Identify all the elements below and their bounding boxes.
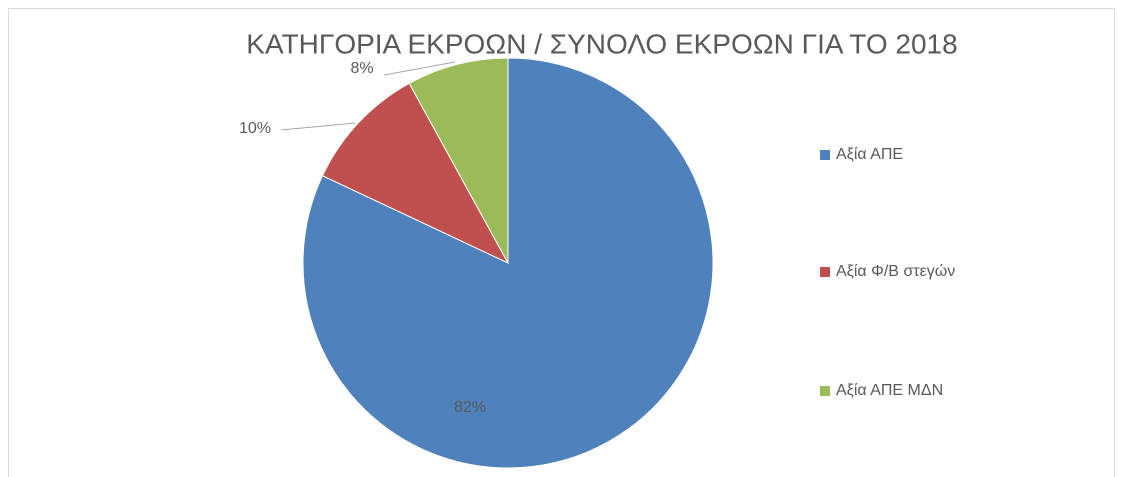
legend-swatch [820, 267, 830, 277]
chart-title: ΚΑΤΗΓΟΡΙΑ ΕΚΡΟΩΝ / ΣΥΝΟΛΟ ΕΚΡΟΩΝ ΓΙΑ ΤΟ … [246, 28, 957, 59]
leader-line [383, 61, 456, 76]
legend-label: Αξία Φ/Β στεγών [836, 263, 955, 280]
pie-slice [408, 57, 509, 264]
chart-border [8, 8, 1115, 477]
leader-line [280, 122, 356, 131]
legend-swatch [820, 150, 830, 160]
data-label: 10% [239, 120, 271, 137]
legend-label: Αξία ΑΠΕ [836, 146, 903, 163]
legend-swatch [820, 386, 830, 396]
pie-slice [321, 82, 510, 265]
data-label: 8% [350, 60, 373, 77]
legend-label: Αξία ΑΠΕ ΜΔΝ [836, 382, 943, 399]
data-label: 82% [454, 399, 486, 416]
